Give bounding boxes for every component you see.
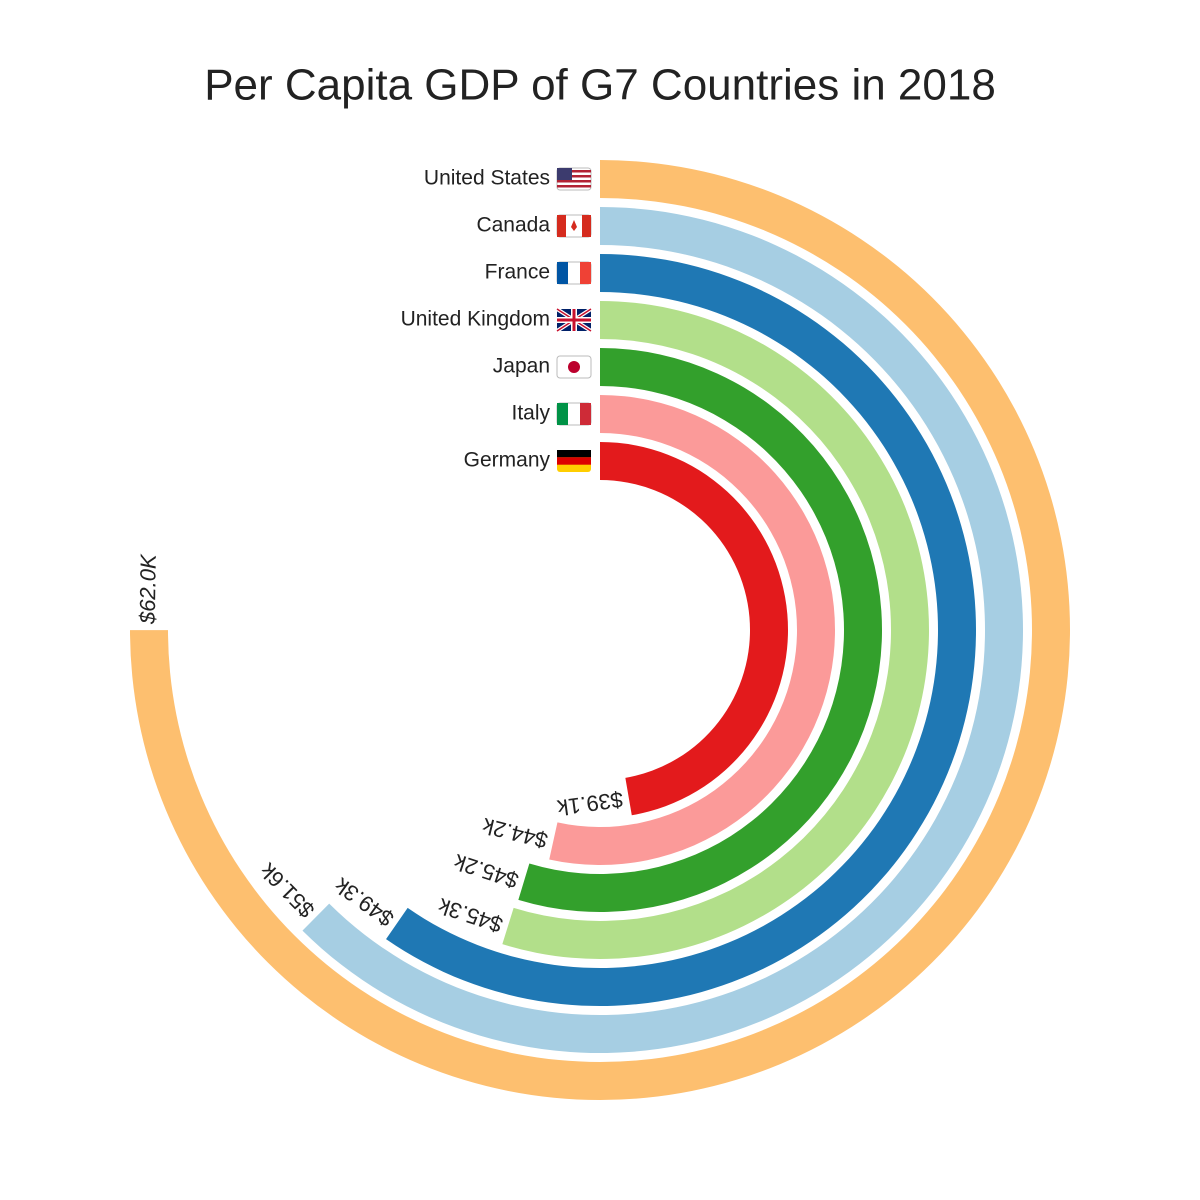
flag-us [556,167,592,191]
flag-fr [556,261,592,285]
category-label: Italy [511,402,550,425]
flag-jp [556,355,592,379]
category-label: United States [424,167,550,190]
flag-de [557,450,591,472]
flag-ca [556,214,592,238]
bar [549,394,836,865]
value-label: $39.1k [555,787,625,821]
category-label: Canada [476,214,550,237]
flag-it [556,402,592,426]
category-label: Japan [493,355,550,378]
flag-uk [555,307,593,333]
category-label: Germany [464,449,551,472]
bar [386,254,976,1007]
bar [302,207,1024,1054]
value-label: $44.2k [479,813,550,854]
bar [600,442,788,816]
value-label: $45.2k [450,849,522,894]
category-label: France [485,261,550,284]
value-label: $62.0K [135,553,161,625]
category-label: United Kingdom [401,308,550,331]
flags [555,167,593,472]
chart-title: Per Capita GDP of G7 Countries in 2018 [204,61,996,110]
